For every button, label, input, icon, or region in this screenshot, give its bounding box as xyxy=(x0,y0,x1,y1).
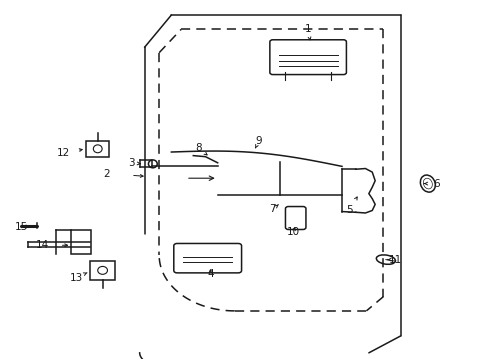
Text: 4: 4 xyxy=(206,269,213,279)
Text: 2: 2 xyxy=(103,168,110,179)
Ellipse shape xyxy=(93,145,102,153)
Text: 10: 10 xyxy=(286,227,299,237)
Text: 14: 14 xyxy=(36,240,49,250)
Text: 1: 1 xyxy=(304,24,310,35)
FancyBboxPatch shape xyxy=(86,140,109,157)
Text: 3: 3 xyxy=(128,158,134,168)
FancyBboxPatch shape xyxy=(173,243,241,273)
FancyBboxPatch shape xyxy=(90,261,115,280)
Ellipse shape xyxy=(423,178,431,189)
Text: 8: 8 xyxy=(194,143,201,153)
FancyBboxPatch shape xyxy=(269,40,346,75)
Ellipse shape xyxy=(98,266,107,274)
Ellipse shape xyxy=(148,160,157,168)
Text: 15: 15 xyxy=(15,222,28,232)
Text: 7: 7 xyxy=(269,204,276,215)
Text: 13: 13 xyxy=(69,273,83,283)
Text: 11: 11 xyxy=(388,255,402,265)
Ellipse shape xyxy=(376,255,395,264)
Text: 6: 6 xyxy=(432,179,439,189)
Text: 5: 5 xyxy=(346,206,352,216)
FancyBboxPatch shape xyxy=(71,230,91,253)
FancyBboxPatch shape xyxy=(285,207,305,229)
Text: 12: 12 xyxy=(57,148,70,158)
Text: 9: 9 xyxy=(255,136,262,145)
Ellipse shape xyxy=(420,175,434,192)
